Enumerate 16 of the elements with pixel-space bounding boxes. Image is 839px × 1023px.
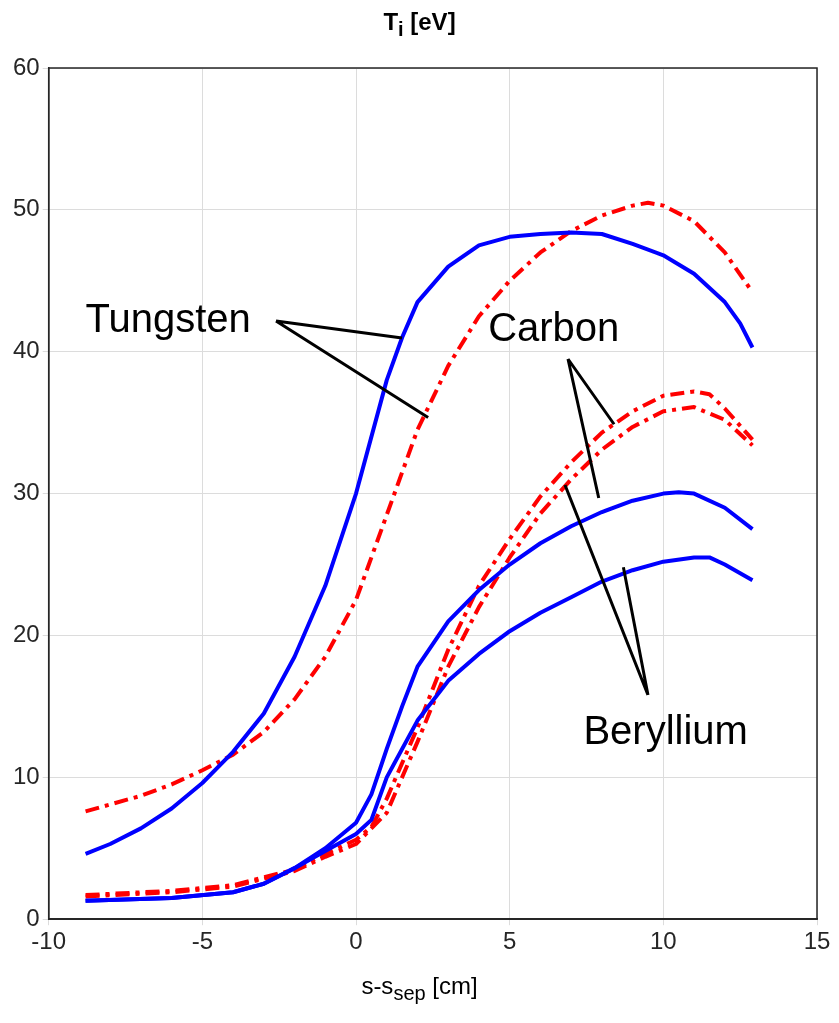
x-tick-label: -5 [191,927,214,955]
x-tick-label: 0 [349,927,363,955]
y-tick-label: 60 [12,52,40,80]
y-tick-label: 50 [12,194,40,222]
annotation: Carbon [488,305,620,350]
y-tick-label: 40 [12,336,40,364]
x-tick-label: 10 [649,927,677,955]
y-tick-label: 20 [12,620,40,648]
y-tick-label: 10 [12,761,40,789]
chart-title: T$_{i}$ [eV] [382,8,457,41]
x-tick-label: 15 [803,927,831,955]
x-axis-title: s-s$_{sep}$ [cm] [360,972,479,1005]
y-tick-label: 30 [12,478,40,506]
annotation: Beryllium [583,708,748,753]
x-tick-label: 5 [503,927,517,955]
annotation: Tungsten [85,295,251,340]
